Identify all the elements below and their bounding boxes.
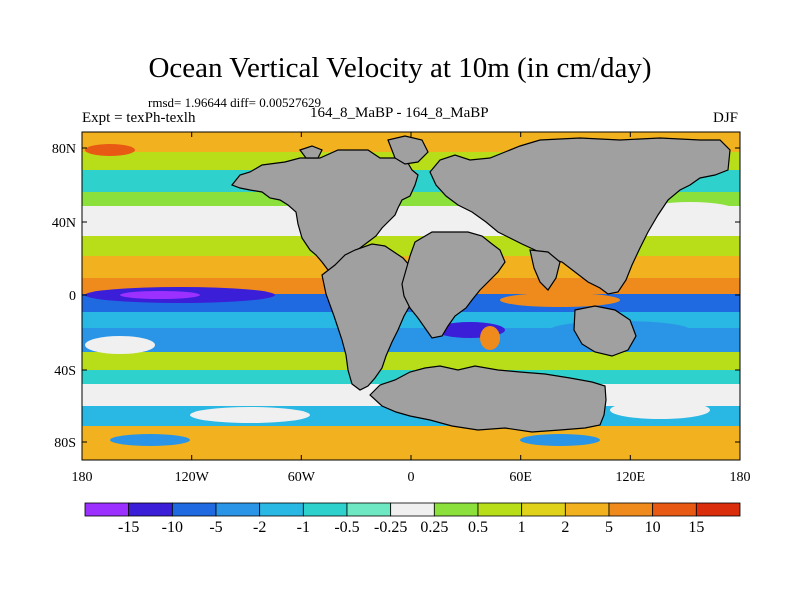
land-eurasia	[429, 137, 731, 295]
ocean-patch	[110, 434, 190, 446]
ocean-patch	[90, 212, 210, 232]
colorbar: -15 -10 -5 -2 -1 -0.5 -0.25 0.25 0.5 1 2 5 10 15	[84, 502, 741, 536]
colorbar-swatch	[171, 502, 217, 517]
colorbar-label: 1	[518, 519, 526, 536]
lon-label: 120W	[175, 470, 210, 485]
lat-label: 80N	[52, 142, 76, 157]
ocean-band	[82, 352, 740, 370]
land-masses	[231, 135, 731, 433]
land-north-america	[231, 149, 419, 271]
lat-label: 40N	[52, 216, 76, 231]
colorbar-swatch	[652, 502, 697, 517]
colorbar-swatch	[259, 502, 304, 517]
colorbar-swatch	[695, 502, 741, 517]
colorbar-label: 0.25	[420, 519, 448, 536]
colorbar-swatch	[302, 502, 348, 517]
ocean-patch	[85, 144, 135, 156]
lat-label: 80S	[54, 436, 76, 451]
land-arctic-island	[299, 145, 323, 159]
colorbar-swatch	[390, 502, 435, 517]
latitude-axis: 80N 40N 0 40S 80S	[52, 142, 740, 451]
colorbar-label: 15	[688, 519, 704, 536]
colorbar-label: -15	[118, 519, 139, 536]
colorbar-label: 5	[605, 519, 613, 536]
ocean-patch	[85, 336, 155, 354]
colorbar-swatch	[346, 502, 392, 517]
colorbar-label: -0.5	[334, 519, 359, 536]
lat-label: 40S	[54, 364, 76, 379]
colorbar-swatch	[84, 502, 130, 517]
colorbar-label: -5	[209, 519, 222, 536]
land-africa	[401, 231, 506, 339]
land-greenland	[387, 135, 429, 165]
land-australia	[573, 305, 637, 357]
longitude-axis: 180 120W 60W 0 60E 120E 180	[72, 132, 751, 485]
lon-label: 0	[408, 470, 415, 485]
land-south-america	[321, 243, 427, 391]
ocean-patch	[190, 407, 310, 423]
experiment-label: Expt = texPh-texlh	[82, 110, 196, 126]
colorbar-label: -1	[297, 519, 310, 536]
colorbar-label: 2	[561, 519, 569, 536]
colorbar-swatch	[608, 502, 654, 517]
season-label: DJF	[713, 110, 739, 126]
lon-label: 120E	[616, 470, 646, 485]
colorbar-swatch	[215, 502, 261, 517]
lon-label: 60E	[509, 470, 532, 485]
colorbar-swatch	[433, 502, 479, 517]
colorbar-swatch	[564, 502, 610, 517]
ocean-field	[82, 132, 740, 460]
ocean-patch	[120, 291, 200, 299]
colorbar-swatch	[477, 502, 523, 517]
ocean-patch	[610, 401, 710, 419]
colorbar-label: 10	[645, 519, 661, 536]
colorbar-label: -10	[162, 519, 183, 536]
lon-label: 180	[72, 470, 93, 485]
map-title: Ocean Vertical Velocity at 10m (in cm/da…	[148, 52, 652, 84]
ocean-patch	[645, 202, 735, 218]
case-label: 164_8_MaBP - 164_8_MaBP	[310, 105, 489, 121]
colorbar-swatch	[521, 502, 566, 517]
ocean-patch	[520, 434, 600, 446]
land-antarctica	[369, 365, 607, 433]
colorbar-swatch	[128, 502, 173, 517]
ocean-patch	[480, 326, 500, 350]
lon-label: 180	[730, 470, 751, 485]
lon-label: 60W	[288, 470, 316, 485]
colorbar-label: 0.5	[468, 519, 488, 536]
lat-label: 0	[69, 289, 76, 304]
ocean-patch	[500, 293, 620, 307]
stats-label: rmsd= 1.96644 diff= 0.00527629	[148, 95, 321, 110]
land-indian-subcontinent	[529, 249, 561, 291]
ocean-band	[82, 426, 740, 460]
colorbar-label: -0.25	[374, 519, 407, 536]
colorbar-label: -2	[253, 519, 266, 536]
